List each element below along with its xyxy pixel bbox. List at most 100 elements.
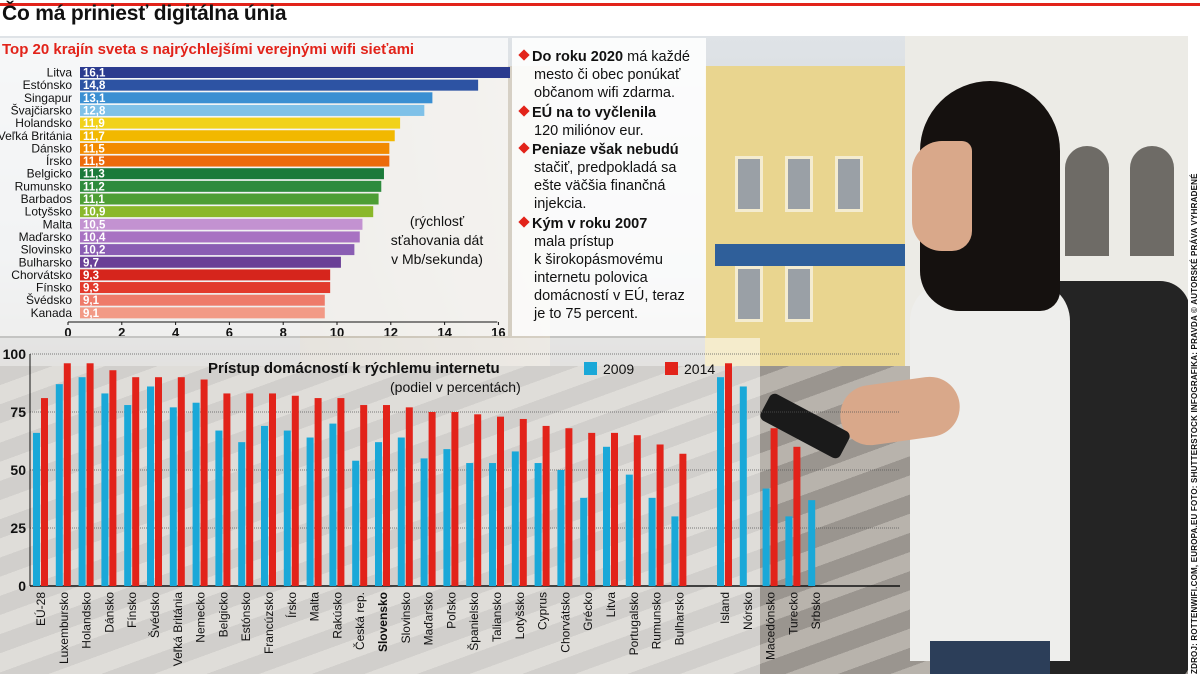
bar-2014	[474, 414, 482, 586]
bar-2014	[177, 377, 185, 586]
bar-2009	[420, 458, 428, 586]
category-label: Portugalsko	[627, 592, 641, 656]
bar-2009	[808, 500, 816, 586]
bar-2014	[246, 393, 254, 586]
category-label: Macedónsko	[764, 592, 778, 660]
bar-2009	[261, 425, 268, 586]
bar-2014	[337, 398, 345, 586]
fact-item: Kým v roku 2007 mala prístup k širokopás…	[518, 215, 705, 323]
bar-2009	[215, 430, 223, 586]
page-title: Čo má priniesť digitálna únia	[2, 2, 287, 25]
bar-2009	[78, 377, 86, 586]
bar-2014	[542, 425, 550, 586]
speed-value-label: 9,3	[83, 283, 99, 295]
y-tick-label: 25	[10, 520, 26, 536]
bar-2009	[466, 463, 474, 586]
bar-2009	[147, 386, 154, 586]
bar-2009	[625, 474, 633, 586]
fact-bold: Do roku 2020	[532, 49, 624, 65]
x-tick-label: 16	[491, 325, 505, 336]
fact-line: 120 miliónov eur.	[534, 123, 644, 139]
fact-item: EÚ na to vyčlenila 120 miliónov eur.	[518, 104, 705, 140]
bar-2009	[717, 377, 724, 586]
fact-line: občanom wifi zdarma.	[534, 85, 676, 101]
speed-bar	[80, 180, 382, 192]
bar-2014	[200, 379, 208, 586]
category-label: Francúzsko	[262, 592, 276, 654]
speed-bar	[80, 282, 331, 294]
category-label: Cyprus	[536, 592, 550, 630]
bar-2014	[269, 393, 276, 586]
bar-2009	[785, 516, 793, 586]
bar-2014	[109, 370, 117, 586]
bullet-diamond-icon	[518, 105, 530, 117]
fact-line: mala prístup	[534, 234, 614, 250]
unit-note-line: v Mb/sekunda)	[391, 251, 483, 267]
speed-bar	[80, 218, 363, 230]
y-tick-label: 75	[10, 404, 26, 420]
speed-bar	[80, 269, 331, 281]
bar-2014	[360, 405, 368, 586]
bar-2014	[405, 407, 413, 586]
category-label: Luxembursko	[57, 592, 71, 664]
category-label: Slovensko	[376, 592, 390, 652]
category-label: Rakúsko	[330, 592, 344, 639]
legend-label: 2009	[603, 361, 634, 377]
speed-bar	[80, 117, 401, 129]
bar-2009	[306, 437, 314, 586]
category-label: Lotyšsko	[513, 592, 527, 640]
speed-value-label: 9,1	[83, 295, 100, 307]
category-label: Estónsko	[239, 592, 253, 642]
category-label: Belgicko	[216, 592, 230, 638]
country-label: Rumunsko	[15, 179, 73, 193]
category-label: Holandsko	[80, 592, 94, 649]
bar-2014	[63, 363, 71, 586]
speed-value-label: 9,3	[83, 270, 99, 282]
country-label: Singapur	[24, 91, 72, 105]
speed-value-label: 12,8	[83, 105, 106, 117]
bullet-diamond-icon	[518, 142, 530, 154]
category-label: Nórsko	[741, 592, 755, 630]
category-label: Španielsko	[466, 592, 481, 651]
bar-2014	[132, 377, 140, 586]
category-label: Veľká Británia	[171, 592, 185, 667]
bar-2014	[656, 444, 664, 586]
bar-2014	[86, 363, 94, 586]
fact-line: je to 75 percent.	[534, 306, 638, 322]
fact-line: ešte väčšia finančná	[534, 178, 666, 194]
speed-value-label: 14,8	[83, 80, 106, 92]
speed-bar	[80, 130, 395, 142]
category-label: Malta	[308, 592, 322, 622]
speed-bar	[80, 244, 355, 256]
category-label: Írsko	[284, 592, 299, 618]
country-label: Írsko	[46, 153, 72, 168]
bar-2014	[770, 428, 778, 586]
category-label: Fínsko	[125, 592, 139, 628]
category-label: Nemecko	[194, 592, 208, 643]
bar-2009	[762, 488, 770, 586]
bar-2009	[534, 463, 542, 586]
speed-value-label: 11,5	[83, 156, 105, 168]
country-label: Švajčiarsko	[11, 102, 73, 117]
category-label: Turecko	[786, 592, 800, 635]
photo-woman-with-phone	[758, 81, 1188, 674]
country-label: Estónsko	[23, 78, 73, 92]
bottom-chart-subtitle: (podiel v percentách)	[390, 379, 521, 395]
bar-2009	[33, 432, 40, 586]
fact-line: k širokopásmovému	[534, 252, 663, 268]
speed-value-label: 16,1	[83, 68, 106, 80]
fact-bold: Kým v roku 2007	[532, 216, 648, 232]
fact-line: domácností v EÚ, teraz	[534, 288, 685, 304]
bar-2009	[671, 516, 679, 586]
speed-bar	[80, 155, 390, 167]
fact-line: internetu polovica	[534, 270, 648, 286]
legend-swatch	[584, 362, 597, 375]
country-label: Fínsko	[36, 281, 72, 295]
bar-2009	[352, 460, 360, 586]
bar-2014	[451, 412, 459, 586]
y-tick-label: 100	[3, 346, 27, 362]
x-tick-label: 8	[280, 325, 287, 336]
country-label: Slovinsko	[21, 243, 73, 257]
category-label: Grécko	[581, 592, 595, 631]
speed-value-label: 13,1	[83, 93, 106, 105]
